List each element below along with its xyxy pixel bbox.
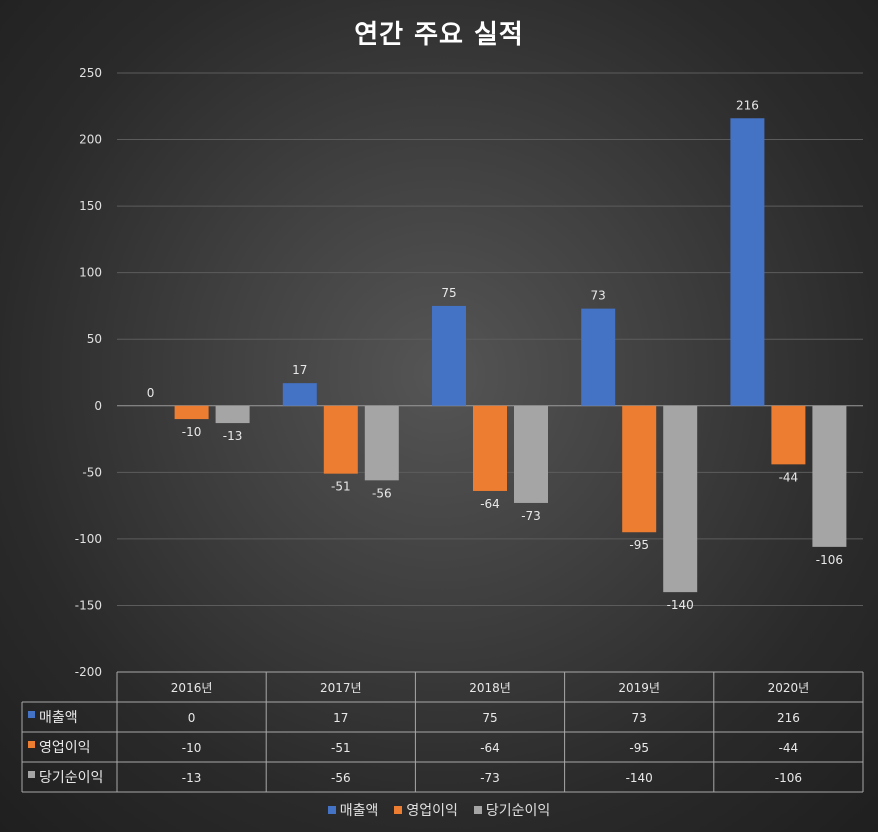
bar [514,405,548,503]
data-label: -13 [223,429,243,443]
series-swatch [28,741,35,748]
bar [622,405,657,533]
table-cell: -106 [775,771,802,785]
legend: 매출액 영업이익 당기순이익 [0,800,878,820]
table-cell: -13 [182,771,202,785]
series-name: 당기순이익 [39,770,103,786]
table-cell: 216 [777,711,800,725]
table-cell: 0 [188,711,196,725]
legend-swatch [394,806,403,814]
legend-item: 영업이익 [394,800,458,820]
table-cell: -95 [629,741,649,755]
legend-swatch [473,806,482,814]
table-cell: -51 [331,741,351,755]
table-cell: -56 [331,771,351,785]
bar [771,405,806,465]
data-label: 17 [292,363,307,377]
y-tick-label: 0 [94,399,102,413]
table-cell: 73 [632,711,647,725]
bar [663,405,698,593]
y-tick-label: 250 [79,66,102,80]
category-label: 2018년 [469,681,511,695]
data-label: -56 [372,486,392,500]
data-label: 0 [147,386,155,400]
data-label: -51 [331,480,351,494]
y-tick-label: 50 [87,332,102,346]
bar [730,118,765,406]
category-label: 2020년 [768,681,810,695]
bar [432,305,466,406]
series-swatch [28,711,35,718]
bar [812,405,847,547]
bar [364,405,399,481]
series-swatch [28,771,35,778]
series-name: 매출액 [39,710,78,726]
bar [215,405,250,424]
legend-label: 매출액 [339,803,379,819]
table-cell: -64 [480,741,500,755]
data-label: -64 [480,497,500,511]
legend-swatch [327,806,336,814]
category-label: 2016년 [171,681,213,695]
table-cell: -73 [480,771,500,785]
y-tick-label: 200 [79,133,102,147]
data-label: -106 [816,553,843,567]
bar [323,405,358,474]
data-label: 216 [736,98,759,112]
legend-label: 영업이익 [406,803,458,819]
bar [174,405,209,420]
bar [473,405,507,491]
data-label: -73 [521,509,541,523]
series-name: 영업이익 [39,740,91,756]
y-tick-label: -50 [82,465,102,479]
table-cell: -140 [626,771,653,785]
legend-item: 매출액 [327,800,379,820]
y-tick-label: -100 [75,532,102,546]
legend-label: 당기순이익 [485,803,551,819]
data-label: -140 [667,598,694,612]
bar [581,308,616,406]
y-tick-label: -200 [75,665,102,679]
data-label: -44 [779,470,799,484]
table-cell: -10 [182,741,202,755]
data-label: 73 [591,289,606,303]
chart-title: 연간 주요 실적 [354,20,524,50]
y-tick-label: 150 [79,199,102,213]
category-label: 2019년 [618,681,660,695]
data-label: -95 [629,538,649,552]
category-label: 2017년 [320,681,362,695]
y-tick-label: 100 [79,266,102,280]
y-tick-label: -150 [75,598,102,612]
bar [282,383,317,406]
data-label: -10 [182,425,202,439]
legend-item: 당기순이익 [473,800,551,820]
table-cell: -44 [779,741,799,755]
data-label: 75 [441,286,456,300]
table-cell: 17 [333,711,348,725]
table-cell: 75 [482,711,497,725]
